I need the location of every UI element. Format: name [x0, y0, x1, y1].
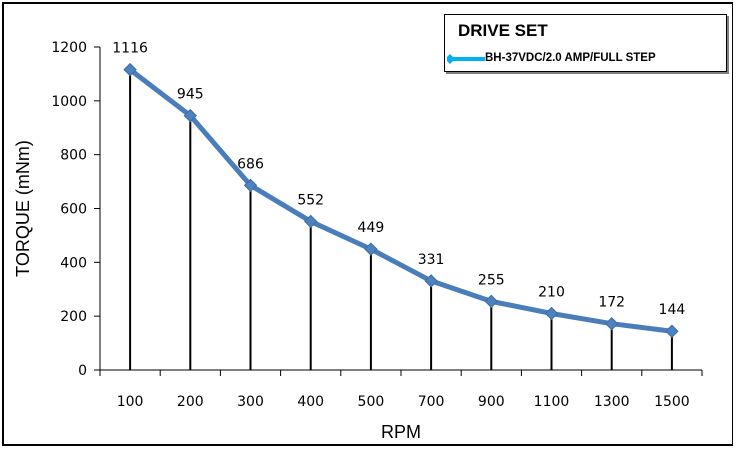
data-point	[123, 62, 137, 77]
data-label: 945	[177, 87, 204, 103]
series-line	[127, 67, 675, 334]
legend-label: BH-37VDC/2.0 AMP/FULL STEP	[485, 52, 656, 64]
data-label: 552	[297, 192, 324, 208]
data-point	[183, 108, 198, 123]
legend-swatch-icon	[447, 54, 485, 64]
data-label: 331	[418, 252, 445, 268]
markers	[123, 62, 679, 338]
data-point	[544, 306, 559, 321]
data-label: 144	[659, 302, 686, 318]
data-label: 255	[478, 272, 505, 288]
x-tick-label: 500	[358, 394, 385, 410]
legend-entry: BH-37VDC/2.0 AMP/FULL STEP	[445, 50, 728, 68]
y-axis-title: TORQUE (mNm)	[13, 140, 33, 277]
y-ticks: 0 200 400 600 800 1000 1200	[51, 40, 100, 379]
data-label: 686	[237, 156, 264, 172]
y-tick-label: 400	[60, 255, 87, 271]
data-point	[484, 294, 499, 309]
x-tick-label: 1100	[534, 394, 570, 410]
data-point	[665, 324, 679, 338]
data-labels: 1116 945 686 552 449 331 255 210 172 144	[112, 41, 685, 319]
y-tick-label: 1200	[51, 40, 87, 56]
chart-frame	[2, 2, 733, 446]
data-point	[424, 274, 438, 288]
data-point	[303, 214, 318, 229]
x-tick-label: 700	[418, 394, 445, 410]
legend: DRIVE SET BH-37VDC/2.0 AMP/FULL STEP	[444, 14, 727, 72]
y-tick-label: 1000	[51, 94, 87, 110]
data-point	[604, 316, 619, 331]
y-tick-label: 0	[78, 363, 87, 379]
x-tick-label: 1500	[654, 394, 690, 410]
y-tick-label: 200	[60, 309, 87, 325]
x-tick-label: 400	[297, 394, 324, 410]
x-ticks: 100 200 300 400 500 700 900 1100 1300 1500	[99, 370, 703, 410]
y-tick-label: 800	[60, 148, 87, 164]
data-label: 1116	[112, 41, 148, 57]
drop-lines	[129, 69, 673, 370]
data-point	[243, 178, 258, 193]
data-label: 449	[358, 220, 385, 236]
data-point	[364, 242, 378, 256]
x-tick-label: 200	[177, 394, 204, 410]
y-tick-label: 600	[60, 202, 87, 218]
x-tick-label: 1300	[594, 394, 630, 410]
data-label: 210	[538, 284, 565, 300]
x-tick-label: 900	[478, 394, 505, 410]
x-tick-label: 300	[237, 394, 264, 410]
x-tick-label: 100	[117, 394, 144, 410]
legend-title: DRIVE SET	[458, 21, 548, 40]
x-axis-title: RPM	[381, 422, 421, 442]
data-label: 172	[598, 295, 625, 311]
